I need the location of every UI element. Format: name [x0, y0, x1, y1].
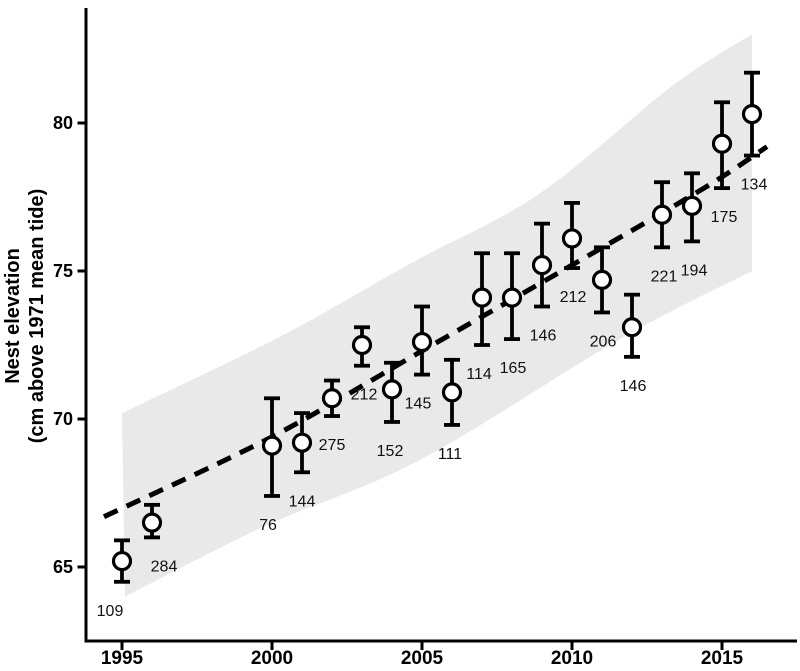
data-point-marker [621, 317, 643, 338]
data-point-group: 221 [651, 180, 678, 285]
data-point-group: 146 [620, 292, 647, 395]
y-axis-title-line1: Nest elevation [2, 248, 24, 384]
sample-size-label: 145 [405, 396, 432, 413]
x-tick-label: 2000 [251, 648, 293, 669]
sample-size-label: 194 [681, 262, 708, 279]
sample-size-label: 206 [590, 333, 617, 350]
data-point-group: 152 [377, 360, 404, 460]
data-point-group: 134 [741, 70, 768, 194]
y-tick-label: 75 [53, 261, 73, 281]
confidence-band [122, 34, 752, 597]
data-point-marker [561, 228, 583, 249]
y-axis-title-line2: (cm above 1971 mean tide) [26, 189, 48, 444]
data-point-marker [711, 133, 733, 154]
sample-size-label: 212 [351, 387, 378, 404]
trend-line [102, 144, 769, 519]
sample-size-label: 109 [97, 603, 124, 620]
data-point-marker [411, 331, 433, 353]
x-tick-label: 2010 [551, 648, 593, 669]
data-point-group: 212 [560, 201, 587, 306]
data-point-marker [471, 287, 493, 308]
y-tick-label: 80 [53, 113, 73, 133]
data-point-marker [381, 379, 403, 400]
data-point-group: 284 [141, 502, 178, 575]
x-tick-label: 2005 [401, 648, 444, 669]
y-tick-label: 70 [53, 409, 73, 429]
data-point-group: 114 [466, 251, 493, 383]
data-point-group: 206 [590, 245, 617, 350]
sample-size-label: 134 [741, 177, 768, 194]
data-point-group: 165 [500, 251, 527, 377]
data-point-marker [651, 204, 673, 225]
sample-size-label: 175 [711, 209, 738, 226]
sample-size-label: 146 [620, 378, 647, 395]
sample-size-label: 221 [651, 268, 678, 285]
sample-size-label: 146 [530, 328, 557, 345]
data-point-group: 175 [711, 100, 738, 226]
data-point-marker [261, 435, 283, 456]
data-point-group: 111 [438, 357, 463, 463]
data-point-group: 76 [259, 396, 283, 534]
data-point-group: 212 [351, 325, 378, 404]
data-point-marker [591, 269, 613, 290]
data-point-group: 145 [405, 304, 433, 413]
sample-size-label: 144 [289, 493, 316, 510]
data-point-marker [291, 432, 313, 453]
data-point-marker [741, 104, 763, 125]
x-tick-label: 1995 [101, 648, 144, 669]
data-point-group: 194 [681, 171, 708, 279]
data-point-group: 144 [289, 411, 316, 510]
data-point-marker [441, 382, 463, 403]
sample-size-label: 76 [259, 517, 277, 534]
sample-size-label: 152 [377, 443, 404, 460]
sample-size-label: 165 [500, 360, 527, 377]
data-point-marker [111, 550, 133, 572]
data-point-marker [141, 512, 163, 533]
data-point-group: 275 [319, 378, 346, 454]
data-point-marker [681, 195, 703, 216]
data-point-marker [321, 388, 343, 409]
x-tick-label: 2015 [701, 648, 744, 669]
data-point-group: 109 [97, 538, 133, 620]
sample-size-label: 284 [151, 558, 178, 575]
data-point-marker [531, 254, 553, 276]
data-point-marker [351, 334, 373, 356]
data-point-group: 146 [530, 221, 557, 345]
sample-size-label: 212 [560, 289, 587, 306]
sample-size-label: 114 [466, 366, 492, 383]
data-point-marker [501, 287, 523, 308]
sample-size-label: 275 [319, 437, 346, 454]
y-tick-label: 65 [53, 557, 73, 577]
sample-size-label: 111 [438, 446, 462, 463]
